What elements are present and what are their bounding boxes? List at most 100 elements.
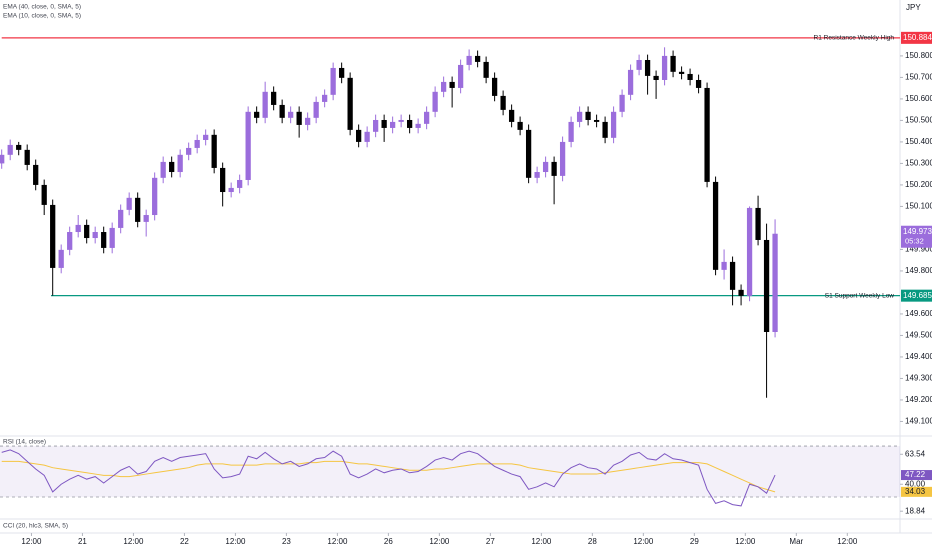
y-tick-label: 150.300	[905, 159, 932, 168]
candle-body	[220, 167, 226, 193]
candle-body	[364, 131, 370, 142]
candle-body	[712, 181, 719, 270]
candle-body	[16, 144, 22, 150]
candle-body	[721, 261, 727, 270]
last-price: 149.973	[903, 227, 932, 236]
x-tick-label: 12:00	[735, 537, 756, 546]
candle-body	[534, 172, 540, 178]
candle-body	[373, 119, 379, 132]
candle-body	[466, 55, 472, 65]
y-tick-label: 149.900	[905, 245, 932, 254]
level-price-box	[901, 31, 932, 44]
y-tick-label: 40.00	[905, 479, 926, 488]
candle-body	[84, 224, 90, 239]
candle-body	[746, 207, 753, 296]
candle-body	[390, 121, 396, 128]
level-price: 149.685	[903, 291, 932, 300]
level-price-box	[901, 289, 932, 302]
y-tick-label: 18.84	[905, 506, 926, 515]
level-label: R1 Resistance Weekly High	[814, 35, 895, 42]
candle-body	[33, 164, 39, 185]
candle-body	[237, 179, 243, 188]
x-tick-label: 23	[282, 537, 291, 546]
candle-body	[653, 75, 659, 80]
candle-body	[169, 161, 175, 173]
y-tick-label: 149.300	[905, 374, 932, 383]
y-tick-label: 149.100	[905, 417, 932, 426]
candle-body	[644, 59, 651, 76]
y-tick-label: 149.800	[905, 266, 932, 275]
y-tick-label: 150.400	[905, 137, 932, 146]
candle-body	[381, 119, 387, 128]
indicator-legend: EMA (10, close, 0, SMA, 5)	[3, 13, 81, 20]
candle-body	[288, 111, 294, 118]
candle-body	[559, 141, 566, 176]
candle-body	[763, 239, 770, 333]
candle-body	[619, 94, 625, 112]
candle-body	[356, 129, 362, 142]
candle-body	[347, 77, 353, 130]
last-price-box	[901, 225, 932, 248]
value-box-label: 34.03	[905, 487, 926, 496]
candle-body	[109, 227, 115, 248]
candle-body	[41, 184, 47, 205]
candle-body	[58, 249, 64, 268]
candle-body	[211, 134, 217, 168]
candle-body	[143, 215, 149, 222]
indicator-line	[1, 460, 776, 493]
y-tick-label: 150.500	[905, 116, 932, 125]
candle-body	[279, 104, 285, 118]
candle-body	[772, 233, 778, 333]
candle-body	[160, 161, 166, 178]
candle-body	[339, 67, 345, 78]
candle-body	[500, 95, 506, 110]
candle-body	[245, 111, 251, 180]
candle-body	[483, 61, 489, 78]
candle-body	[593, 119, 600, 122]
candle-body	[636, 59, 642, 70]
candle-body	[398, 119, 404, 122]
candle-body	[704, 87, 710, 182]
x-tick-label: 12:00	[225, 537, 246, 546]
candle-body	[92, 232, 98, 239]
candle-body	[152, 177, 158, 216]
y-tick-label: 149.600	[905, 309, 932, 318]
candle-body	[194, 139, 200, 148]
candle-body	[576, 111, 583, 122]
y-tick-label: 149.200	[905, 395, 932, 404]
candle-body	[423, 111, 430, 124]
candle-body	[695, 79, 702, 88]
candle-body	[627, 69, 634, 95]
y-tick-label: 149.500	[905, 331, 932, 340]
candle-body	[449, 81, 455, 88]
candle-body	[517, 121, 523, 130]
x-tick-label: 12:00	[21, 537, 42, 546]
candle-body	[457, 64, 464, 88]
candle-body	[296, 111, 302, 125]
candle-body	[271, 91, 277, 105]
candle-body	[254, 111, 260, 118]
candle-body	[525, 129, 532, 178]
y-tick-label: 63.54	[905, 449, 926, 458]
candle-body	[491, 77, 498, 96]
candle-body	[24, 149, 30, 165]
value-box-label: 47.22	[905, 470, 926, 479]
y-tick-label: 149.400	[905, 352, 932, 361]
candle-body	[551, 161, 557, 176]
candle-body	[118, 209, 124, 228]
y-tick-label: 150.600	[905, 94, 932, 103]
candle-body	[313, 101, 319, 118]
candle-body	[228, 187, 234, 193]
candle-body	[305, 117, 311, 125]
x-tick-label: 12:00	[327, 537, 348, 546]
y-tick-label: 150.100	[905, 202, 932, 211]
x-tick-label: 12:00	[633, 537, 654, 546]
x-tick-label: 27	[486, 537, 495, 546]
candle-body	[542, 161, 549, 173]
candle-body	[101, 232, 107, 248]
candle-body	[729, 261, 736, 290]
x-tick-label: Mar	[789, 537, 803, 546]
x-tick-label: 29	[690, 537, 699, 546]
level-price: 150.884	[903, 33, 932, 42]
